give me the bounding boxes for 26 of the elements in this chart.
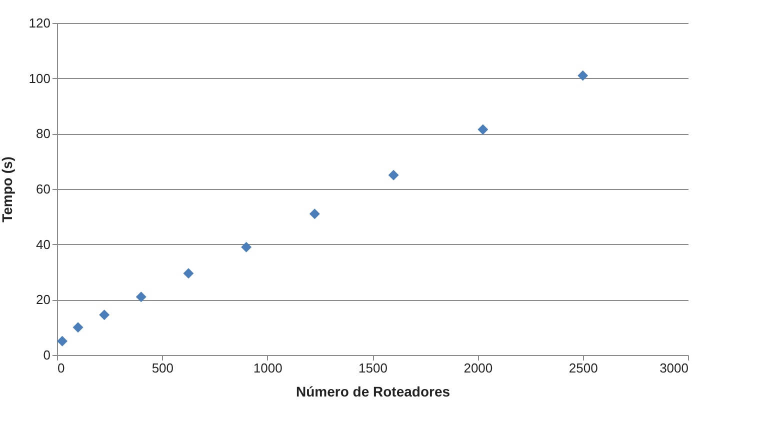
x-tick-label: 2000: [464, 360, 493, 376]
point: [478, 124, 488, 135]
x-tick-label: 1000: [253, 360, 282, 376]
y-tick-label: 100: [28, 70, 50, 86]
point: [183, 268, 194, 279]
point: [241, 242, 252, 252]
y-tick-label: 80: [36, 126, 50, 142]
y-tick-label: 60: [36, 182, 50, 196]
point: [136, 292, 146, 302]
y-axis-title: Tempo (s): [0, 156, 15, 222]
point: [388, 170, 399, 180]
x-tick-label: 0: [58, 360, 65, 376]
x-tick-label: 500: [152, 360, 174, 376]
x-tick-label: 3000: [660, 360, 688, 376]
point: [72, 322, 84, 333]
x-tick-label: 2500: [568, 360, 598, 376]
point: [578, 70, 588, 81]
point: [99, 310, 110, 320]
x-axis-title: Número de Roteadores: [296, 384, 450, 400]
y-tick-label: 120: [28, 16, 50, 30]
y-tick-label: 20: [36, 292, 50, 308]
y-tick-label: 40: [36, 236, 50, 252]
point: [57, 336, 68, 346]
y-tick-label: 0: [43, 348, 50, 362]
point: [309, 208, 320, 220]
x-tick-label: 1500: [358, 360, 388, 376]
